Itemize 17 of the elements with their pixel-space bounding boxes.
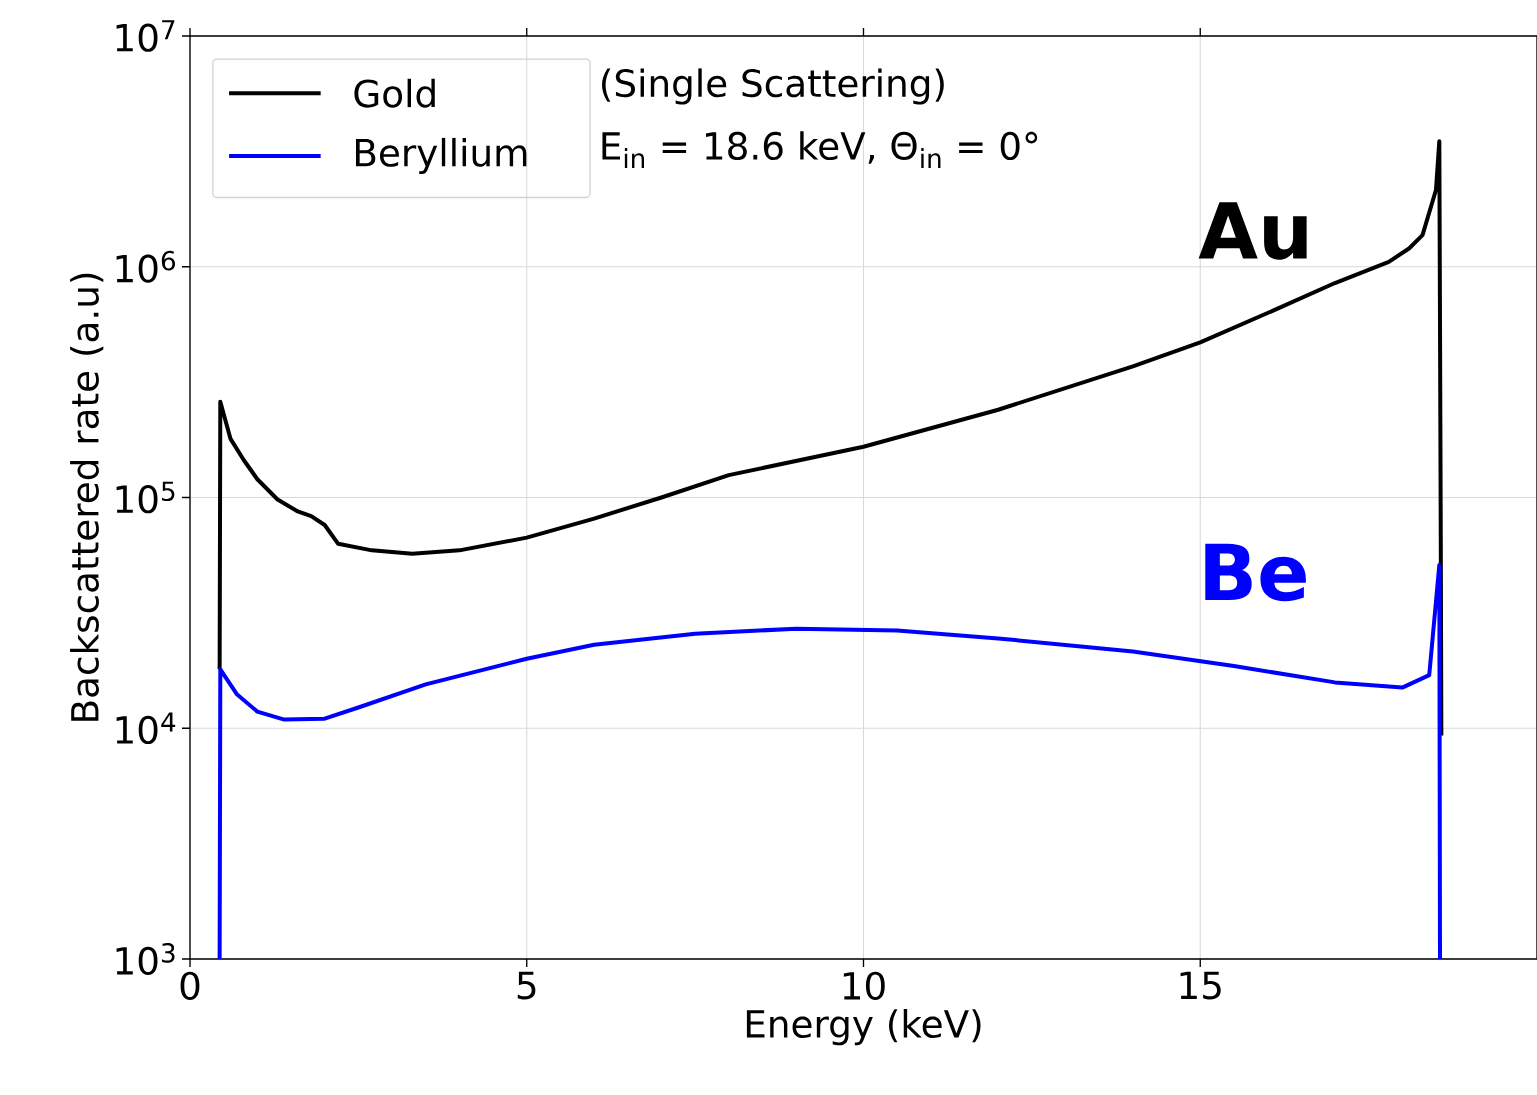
annotation: (Single Scattering) — [602, 68, 944, 105]
y-tick-label: 10$^{6}$ — [116, 250, 175, 283]
annotation: Be — [1205, 543, 1306, 602]
x-tick-label: 10 — [843, 971, 885, 1000]
annotation: Au — [1198, 202, 1307, 260]
y-tick-label: 10$^{5}$ — [116, 481, 175, 514]
x-tick-label: 15 — [1180, 971, 1221, 1000]
x-tick-label: 5 — [517, 971, 536, 1000]
legend-label: Gold — [354, 78, 435, 108]
y-tick-label: 10$^{7}$ — [116, 20, 175, 52]
y-tick-label: 10$^{3}$ — [116, 943, 175, 975]
x-axis-title: Energy (keV) — [746, 1009, 981, 1046]
y-tick-label: 10$^{4}$ — [116, 712, 176, 745]
legend-label: Beryllium — [355, 137, 527, 175]
x-tick-label: 0 — [180, 971, 200, 1000]
annotation: E$_{in}$ = 18.6 keV, Θ$_{in}$ = 0° — [602, 131, 1038, 168]
y-axis-title: Backscattered rate (a.u) — [70, 273, 104, 721]
